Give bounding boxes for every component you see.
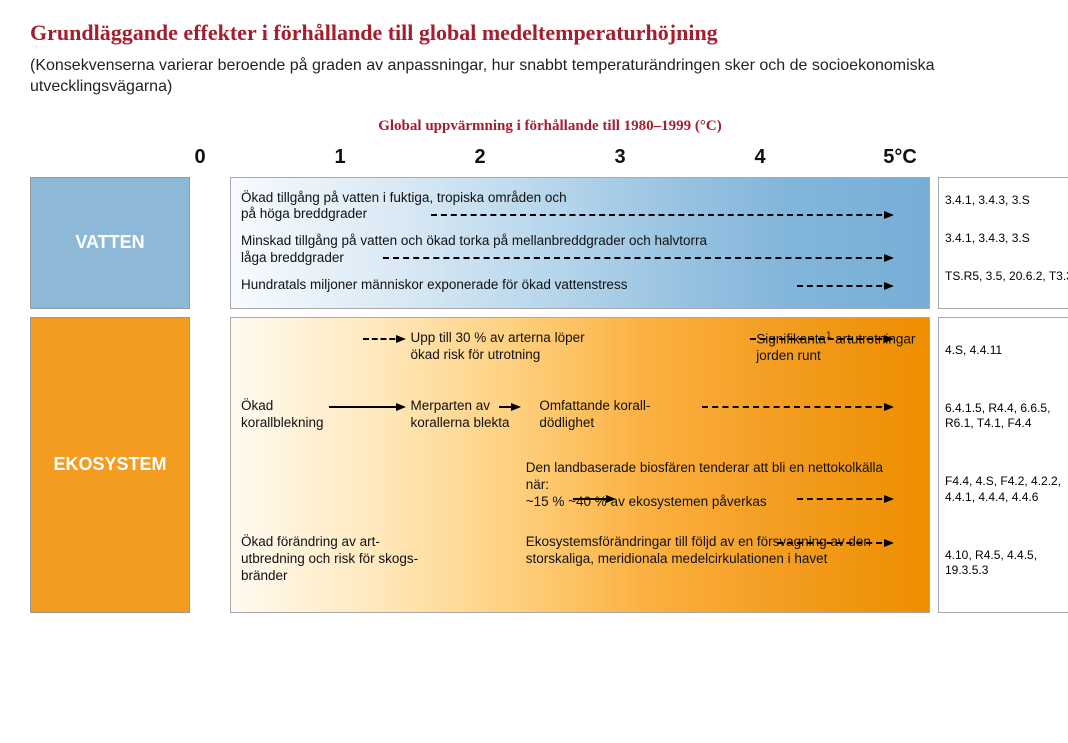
dashed-arrow (750, 338, 892, 340)
eco-item-3: Den landbaserade biosfären tenderar att … (241, 460, 919, 524)
dashed-arrow (431, 214, 892, 216)
arrow-head-icon (396, 335, 406, 343)
eco-item-2: Ökad korallblekning Merparten av koralle… (241, 398, 919, 450)
vatten-text: Ökad tillgång på vatten i fuktiga, tropi… (241, 190, 919, 224)
page-subtitle: (Konsekvenserna varierar beroende på gra… (30, 56, 1038, 98)
eco-text-1b: Signifikanta1 artutrotningar jorden runt (756, 330, 919, 365)
category-label-ekosystem: EKOSYSTEM (30, 317, 190, 613)
arrow-head-icon (606, 495, 616, 503)
axis-tick: 2 (474, 146, 485, 169)
ref-entry: TS.R5, 3.5, 20.6.2, T3.3 (945, 269, 1068, 285)
solid-arrow (499, 406, 519, 408)
axis-row: 0 1 2 3 4 5°C (30, 141, 1038, 169)
refs-ekosystem: 4.S, 4.4.11 6.4.1.5, R4.4, 6.6.5, R6.1, T… (938, 317, 1068, 613)
vatten-item: Minskad tillgång på vatten och ökad tork… (241, 233, 919, 267)
dashed-arrow (363, 338, 404, 340)
solid-arrow (573, 498, 614, 500)
arrow-head-icon (884, 403, 894, 411)
row-ekosystem: EKOSYSTEM Upp till 30 % av arterna löper… (30, 317, 1038, 613)
ref-entry: 4.S, 4.4.11 (945, 343, 1068, 359)
page-title: Grundläggande effekter i förhållande til… (30, 20, 1038, 46)
ref-entry: 3.4.1, 3.4.3, 3.S (945, 193, 1068, 209)
vatten-item: Hundratals miljoner människor exponerade… (241, 277, 919, 294)
arrow-head-icon (884, 211, 894, 219)
arrow-head-icon (884, 282, 894, 290)
dashed-arrow (797, 498, 892, 500)
arrow-head-icon (884, 539, 894, 547)
dashed-arrow (797, 285, 892, 287)
vatten-text: Minskad tillgång på vatten och ökad tork… (241, 233, 919, 267)
ref-entry: 4.10, R4.5, 4.4.5, 19.3.5.3 (945, 548, 1068, 579)
eco-text-3: Den landbaserade biosfären tenderar att … (526, 460, 906, 511)
axis-scale: 012345°C (200, 141, 900, 169)
arrow-head-icon (884, 495, 894, 503)
category-label-vatten: VATTEN (30, 177, 190, 309)
dashed-arrow (777, 542, 892, 544)
dashed-arrow (383, 257, 892, 259)
eco-text-2c: Omfattande korall-dödlighet (539, 398, 688, 432)
arrow-head-icon (511, 403, 521, 411)
ref-entry: 3.4.1, 3.4.3, 3.S (945, 231, 1068, 247)
eco-text-2b: Merparten av korallerna blekta (411, 398, 526, 432)
eco-text-2a: Ökad korallblekning (241, 398, 336, 432)
axis-tick: 5°C (883, 146, 917, 169)
dashed-arrow (702, 406, 892, 408)
eco-text-1a: Upp till 30 % av arterna löper ökad risk… (411, 330, 601, 364)
eco-text-4a: Ökad förändring av art-utbredning och ri… (241, 534, 431, 585)
vatten-item: Ökad tillgång på vatten i fuktiga, tropi… (241, 190, 919, 224)
axis-title: Global uppvärmning i förhållande till 19… (200, 118, 900, 135)
content-ekosystem: Upp till 30 % av arterna löper ökad risk… (230, 317, 930, 613)
eco-item-1: Upp till 30 % av arterna löper ökad risk… (241, 330, 919, 388)
eco-text-4b: Ekosystemsförändringar till följd av en … (526, 534, 919, 568)
axis-tick: 4 (754, 146, 765, 169)
axis-tick: 0 (194, 146, 205, 169)
solid-arrow (329, 406, 404, 408)
ref-entry: 6.4.1.5, R4.4, 6.6.5, R6.1, T4.1, F4.4 (945, 401, 1068, 432)
arrow-head-icon (884, 335, 894, 343)
ref-entry: F4.4, 4.S, F4.2, 4.2.2, 4.4.1, 4.4.4, 4.… (945, 474, 1068, 505)
axis-tick: 3 (614, 146, 625, 169)
chart: Global uppvärmning i förhållande till 19… (30, 118, 1038, 613)
eco-item-4: Ökad förändring av art-utbredning och ri… (241, 534, 919, 594)
arrow-head-icon (396, 403, 406, 411)
refs-vatten: 3.4.1, 3.4.3, 3.S 3.4.1, 3.4.3, 3.S TS.R5,… (938, 177, 1068, 309)
arrow-head-icon (884, 254, 894, 262)
content-vatten: Ökad tillgång på vatten i fuktiga, tropi… (230, 177, 930, 309)
row-vatten: VATTEN Ökad tillgång på vatten i fuktiga… (30, 177, 1038, 309)
axis-tick: 1 (334, 146, 345, 169)
